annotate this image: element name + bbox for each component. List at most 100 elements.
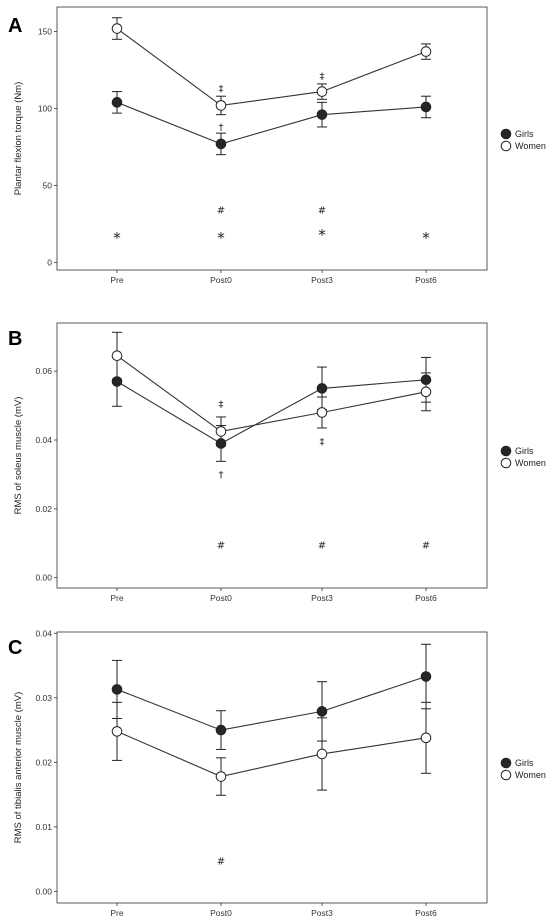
data-point [111,23,123,34]
plot-frame [56,322,488,589]
legend-label: Women [515,141,546,151]
x-tick-label: Post6 [415,593,437,603]
significance-mark: # [217,540,225,551]
plot-frame [56,631,488,904]
legend-marker [500,457,512,469]
y-tick-label: 0.04 [35,435,52,445]
legend-marker [500,140,512,152]
significance-mark: ‡ [219,84,224,95]
data-point [316,109,328,120]
series-line [116,355,427,432]
series-line [116,28,427,107]
series-girls [111,643,432,750]
series-women [111,17,432,116]
significance-mark: * [113,229,121,247]
data-point [316,748,328,760]
data-point [420,671,432,682]
x-tick-label: Post6 [415,908,437,918]
x-tick-label: Pre [110,593,124,603]
legend-marker [500,128,512,140]
legend-label: Girls [515,758,534,768]
legend: Girls Women [500,445,546,469]
series-girls [111,91,432,156]
x-tick-label: Post0 [210,593,232,603]
y-axis-title: Plantar flexion torque (Nm) [13,82,24,196]
data-point [316,407,328,418]
data-point [215,771,227,782]
data-point [316,86,328,97]
legend: Girls Women [500,128,546,152]
plot-frame [56,6,488,271]
panel-letter: B [8,328,22,350]
y-tick-label: 0.01 [35,822,52,832]
y-tick-label: 50 [43,180,53,190]
x-tick-label: Post3 [311,593,333,603]
series-line [116,379,427,445]
y-tick-label: 150 [38,27,52,37]
significance-mark: # [318,206,326,217]
y-tick-label: 0.03 [35,693,52,703]
data-point [111,97,123,108]
y-tick-label: 0.02 [35,757,52,767]
data-point [111,726,123,737]
y-tick-label: 0 [47,257,52,267]
series-line [116,101,427,145]
data-point [420,101,432,113]
significance-mark: # [422,540,430,551]
legend-marker [500,757,512,769]
data-point [316,706,328,717]
legend-label: Girls [515,446,534,456]
data-point [111,684,123,695]
series-line [116,675,427,731]
significance-mark: * [318,226,326,244]
x-tick-label: Post0 [210,908,232,918]
legend-label: Women [515,770,546,780]
series-line [116,730,427,778]
y-tick-label: 0.02 [35,504,52,514]
legend-label: Women [515,458,546,468]
data-point [215,100,227,111]
y-tick-label: 0.04 [35,628,52,638]
legend-label: Girls [515,129,534,139]
y-tick-label: 0.00 [35,573,52,583]
series-women [111,331,432,447]
significance-mark: ‡ [320,72,325,83]
significance-mark: ‡ [320,437,325,448]
panel-b: B 0.00 0.02 0.04 0.06 Pre Post0 Post3 Post6 RMS o… [8,322,546,603]
y-tick-label: 0.00 [35,886,52,896]
x-tick-label: Post3 [311,908,333,918]
significance-mark: # [217,206,225,217]
y-tick-label: 100 [38,104,52,114]
data-point [420,732,432,744]
panel-letter: C [8,637,22,659]
data-point [420,46,432,57]
significance-mark: # [318,540,326,551]
x-tick-label: Post0 [210,275,232,285]
significance-mark: * [217,229,225,247]
significance-mark: # [217,857,225,868]
y-axis-title: RMS of tibialis anterior muscle (mV) [13,692,24,844]
significance-mark: † [219,470,224,481]
panel-c: C 0.00 0.01 0.02 0.03 0.04 Pre Post0 Post3 Post6 R… [8,628,546,918]
y-axis-title: RMS of soleus muscle (mV) [13,397,24,515]
data-point [215,426,227,437]
panel-a: A 0 50 100 150 Pre Post0 Post3 Post6 Plantar flex… [8,6,546,285]
legend-marker [500,445,512,457]
y-tick-label: 0.06 [35,366,52,376]
significance-mark: † [219,122,224,133]
series-girls [111,356,432,462]
significance-mark: ‡ [219,399,224,410]
data-point [215,724,227,736]
series-women [111,701,432,796]
panel-letter: A [8,15,22,37]
x-tick-label: Pre [110,275,124,285]
data-point [420,386,432,398]
legend-marker [500,769,512,781]
legend: Girls Women [500,757,546,781]
x-tick-label: Post3 [311,275,333,285]
data-point [111,350,123,361]
x-tick-label: Pre [110,908,124,918]
data-point [215,138,227,150]
significance-mark: * [422,229,430,247]
